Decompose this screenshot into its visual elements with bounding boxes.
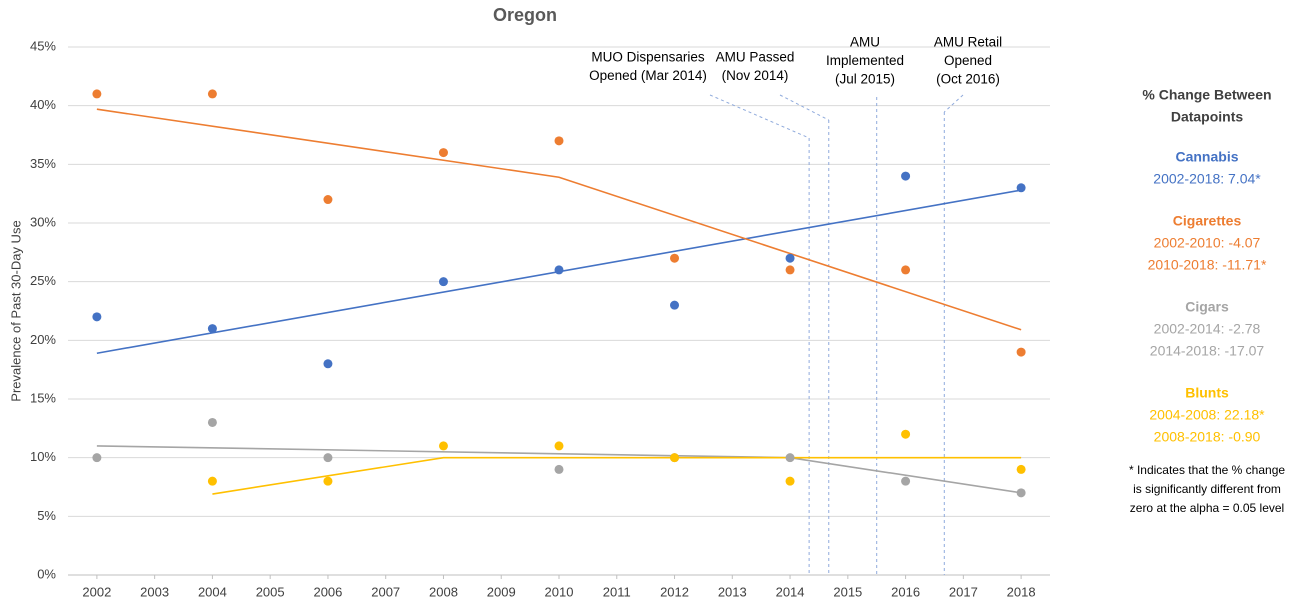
- point: [785, 265, 795, 275]
- event-label: Opened (Mar 2014): [589, 68, 707, 83]
- point: [1016, 183, 1026, 193]
- point: [207, 417, 217, 427]
- x-tick-label: 2007: [371, 584, 400, 599]
- x-tick-label: 2013: [718, 584, 747, 599]
- panel-group-name: Cigarettes: [1173, 213, 1242, 229]
- event-leader: [943, 94, 964, 113]
- y-tick-label: 25%: [30, 273, 56, 288]
- x-tick-label: 2014: [776, 584, 805, 599]
- event-label: AMU Retail: [934, 35, 1002, 50]
- point: [785, 253, 795, 263]
- point: [92, 89, 102, 99]
- panel-group-name: Cigars: [1185, 299, 1229, 315]
- trend-line: [212, 456, 1022, 495]
- point: [554, 136, 564, 146]
- y-tick-label: 30%: [30, 214, 56, 229]
- point: [207, 324, 217, 334]
- point: [1016, 464, 1026, 474]
- point: [901, 476, 911, 486]
- panel-group-line: 2010-2018: -11.71*: [1148, 257, 1267, 273]
- x-tick-label: 2017: [949, 584, 978, 599]
- event-label: (Oct 2016): [936, 72, 1000, 87]
- point: [785, 453, 795, 463]
- x-tick-label: 2016: [891, 584, 920, 599]
- point: [207, 89, 217, 99]
- panel-group-line: 2008-2018: -0.90: [1154, 429, 1261, 445]
- x-tick-label: 2003: [140, 584, 169, 599]
- panel-group-line: 2002-2018: 7.04*: [1153, 171, 1261, 187]
- event-label: (Nov 2014): [722, 68, 789, 83]
- y-axis-label: Prevalence of Past 30-Day Use: [8, 220, 23, 401]
- event-label: Opened: [944, 53, 992, 68]
- panel-group-line: 2002-2014: -2.78: [1154, 321, 1261, 337]
- x-tick-label: 2008: [429, 584, 458, 599]
- point: [323, 359, 333, 369]
- chart-title: Oregon: [493, 5, 557, 25]
- y-tick-label: 35%: [30, 156, 56, 171]
- panel-footnote: zero at the alpha = 0.05 level: [1130, 501, 1284, 515]
- panel-group-name: Blunts: [1185, 385, 1229, 401]
- panel-footnote: * Indicates that the % change: [1129, 463, 1285, 477]
- y-tick-label: 45%: [30, 38, 56, 53]
- point: [438, 277, 448, 287]
- point: [670, 300, 680, 310]
- panel-group-line: 2014-2018: -17.07: [1150, 343, 1265, 359]
- x-tick-label: 2018: [1007, 584, 1036, 599]
- point: [1016, 488, 1026, 498]
- trend-line: [96, 108, 1022, 331]
- point: [901, 171, 911, 181]
- panel-group-line: 2004-2008: 22.18*: [1149, 407, 1265, 423]
- event-label: MUO Dispensaries: [591, 50, 705, 65]
- panel-heading: Datapoints: [1171, 109, 1244, 125]
- point: [323, 453, 333, 463]
- x-tick-label: 2005: [256, 584, 285, 599]
- event-label: AMU: [850, 35, 880, 50]
- event-leader: [709, 94, 810, 139]
- x-tick-label: 2004: [198, 584, 227, 599]
- event-label: (Jul 2015): [835, 72, 895, 87]
- x-tick-label: 2002: [82, 584, 111, 599]
- panel-group-line: 2002-2010: -4.07: [1154, 235, 1261, 251]
- x-tick-label: 2010: [545, 584, 574, 599]
- point: [323, 476, 333, 486]
- point: [554, 441, 564, 451]
- y-tick-label: 40%: [30, 97, 56, 112]
- panel-group-name: Cannabis: [1175, 149, 1238, 165]
- x-tick-label: 2006: [313, 584, 342, 599]
- panel-heading: % Change Between: [1142, 87, 1271, 103]
- y-tick-label: 0%: [37, 566, 56, 581]
- point: [438, 441, 448, 451]
- point: [901, 429, 911, 439]
- y-tick-label: 20%: [30, 332, 56, 347]
- point: [1016, 347, 1026, 357]
- point: [323, 195, 333, 205]
- event-label: AMU Passed: [716, 50, 795, 65]
- point: [670, 453, 680, 463]
- y-tick-label: 15%: [30, 390, 56, 405]
- x-tick-label: 2015: [833, 584, 862, 599]
- panel-footnote: is significantly different from: [1133, 482, 1281, 496]
- point: [438, 148, 448, 158]
- point: [207, 476, 217, 486]
- point: [92, 312, 102, 322]
- x-tick-label: 2009: [487, 584, 516, 599]
- event-label: Implemented: [826, 53, 904, 68]
- point: [785, 476, 795, 486]
- y-tick-label: 10%: [30, 449, 56, 464]
- x-tick-label: 2012: [660, 584, 689, 599]
- point: [554, 265, 564, 275]
- y-tick-label: 5%: [37, 508, 56, 523]
- x-tick-label: 2011: [603, 584, 631, 599]
- point: [901, 265, 911, 275]
- event-leader: [779, 94, 829, 121]
- point: [554, 464, 564, 474]
- point: [92, 453, 102, 463]
- point: [670, 253, 680, 263]
